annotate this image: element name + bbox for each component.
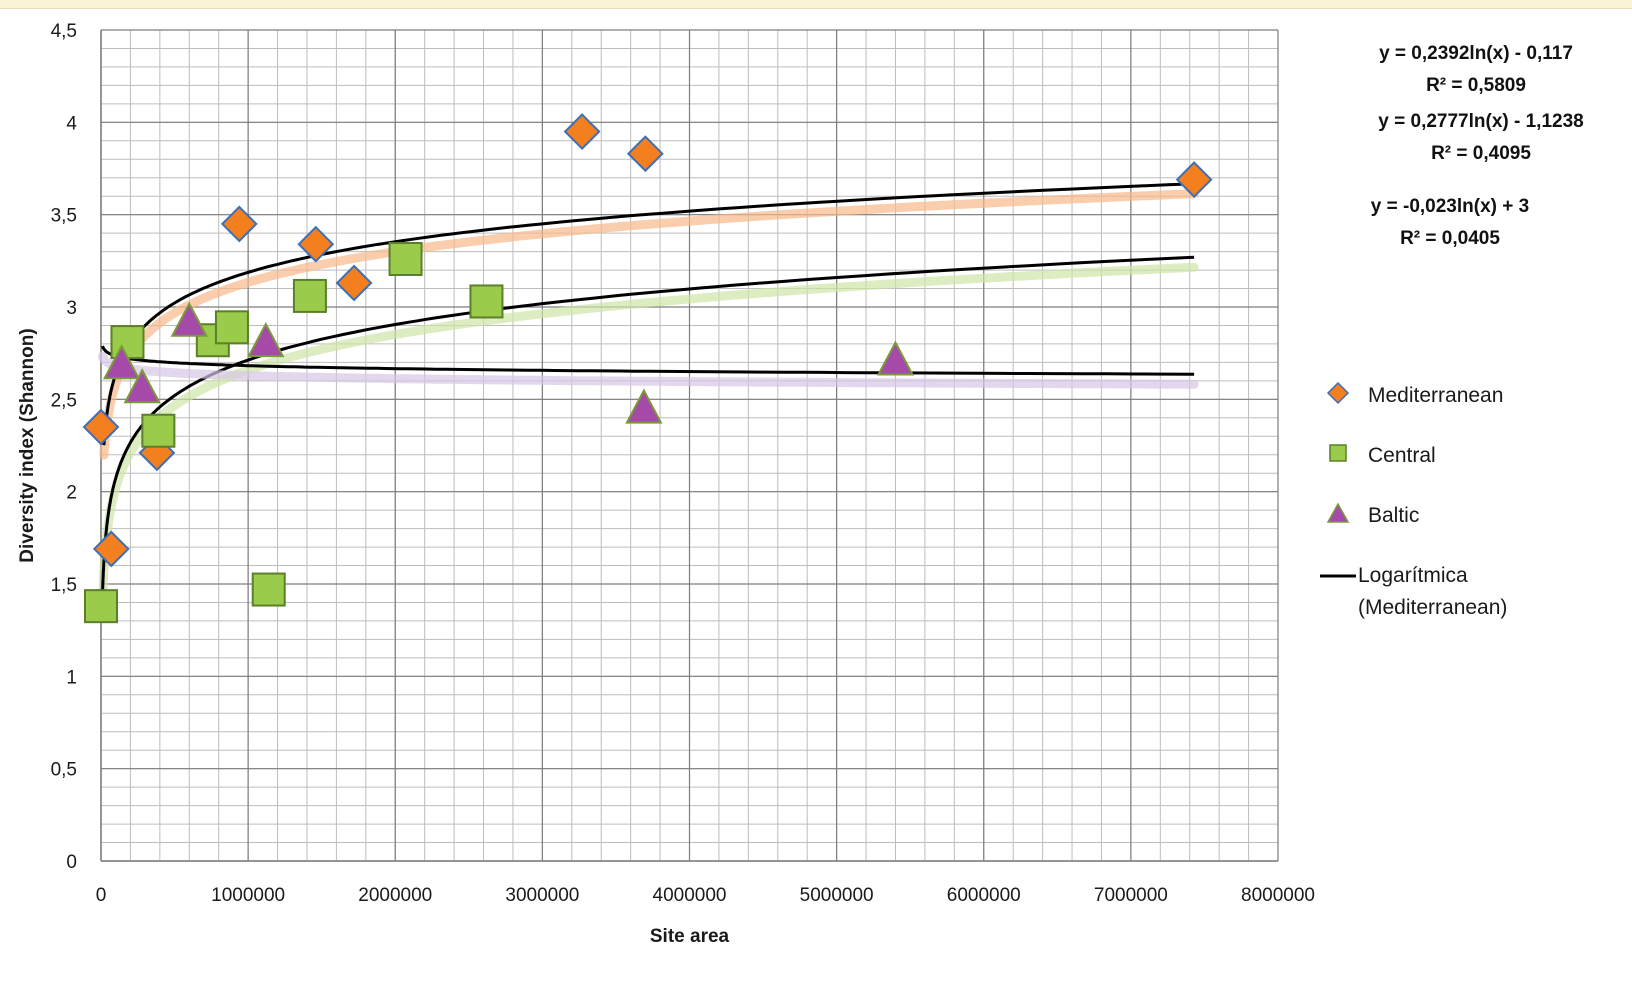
- x-tick-label: 0: [96, 885, 107, 906]
- trend-r2-text: R² = 0,4095: [1431, 143, 1531, 164]
- baltic-point: [625, 388, 663, 424]
- point-layer: [82, 113, 1213, 624]
- y-tick-label: 1,5: [51, 575, 77, 596]
- trend-equation-text: y = -0,023ln(x) + 3: [1370, 196, 1530, 217]
- y-tick-label: 4: [66, 113, 77, 134]
- legend-item-baltic: Baltic: [1318, 500, 1419, 532]
- trend-equation-central: y = 0,2777ln(x) - 1,1238 R² = 0,4095: [1356, 106, 1606, 170]
- x-tick-label: 2000000: [358, 885, 432, 906]
- x-tick-label: 6000000: [947, 885, 1021, 906]
- baltic-point: [102, 344, 141, 380]
- grid-layer: [100, 29, 1279, 862]
- trend-shadow-mediterranean: [99, 189, 1199, 460]
- trend-equation-text: y = 0,2777ln(x) - 1,1238: [1378, 111, 1584, 132]
- central-point: [110, 325, 145, 360]
- square-marker-icon: [1318, 440, 1358, 466]
- trend-equation-text: y = 0,2392ln(x) - 0,117: [1379, 43, 1573, 64]
- y-tick-label: 3,5: [51, 206, 77, 227]
- y-tick-label: 0: [66, 852, 77, 873]
- baltic-point: [123, 368, 161, 404]
- x-tick-label: 5000000: [800, 885, 874, 906]
- legend-item-log-trend: Logarítmica (Mediterranean): [1318, 560, 1507, 624]
- mediterranean-point: [335, 264, 373, 302]
- mediterranean-point: [626, 135, 664, 173]
- trend-equation-baltic: y = -0,023ln(x) + 3 R² = 0,0405: [1350, 191, 1550, 255]
- mediterranean-point: [82, 408, 120, 446]
- y-tick-label: 4,5: [51, 21, 77, 42]
- legend-label: Baltic: [1368, 504, 1420, 527]
- x-tick-label: 3000000: [505, 885, 579, 906]
- top-frame-strip: [0, 0, 1632, 9]
- central-point: [469, 284, 504, 319]
- y-tick-label: 2: [66, 483, 77, 504]
- legend-label: Logarítmica (Mediterranean): [1358, 560, 1507, 624]
- central-point: [214, 310, 249, 345]
- legend-item-central: Central: [1318, 440, 1436, 472]
- y-tick-label: 2,5: [51, 390, 77, 411]
- trendline-baltic: [101, 345, 1195, 376]
- y-tick-label: 0,5: [51, 760, 77, 781]
- legend-label: Central: [1368, 444, 1436, 467]
- mediterranean-point: [220, 205, 258, 243]
- x-tick-label: 7000000: [1094, 885, 1168, 906]
- central-point: [84, 589, 118, 624]
- line-marker-icon: [1318, 560, 1358, 592]
- trendline-mediterranean: [102, 182, 1195, 446]
- legend-item-mediterranean: Mediterranean: [1318, 380, 1503, 412]
- y-tick-label: 3: [66, 298, 77, 319]
- baltic-point: [170, 301, 208, 337]
- central-point: [292, 278, 327, 313]
- x-tick-label: 8000000: [1241, 885, 1315, 906]
- central-point: [141, 413, 176, 448]
- mediterranean-point: [92, 530, 130, 568]
- legend-label-line1: Logarítmica: [1358, 564, 1468, 587]
- central-point: [251, 572, 286, 607]
- diamond-marker-icon: [1318, 380, 1358, 406]
- triangle-marker-icon: [1318, 500, 1358, 526]
- central-point: [388, 241, 423, 276]
- baltic-point: [876, 340, 915, 376]
- trend-r2-text: R² = 0,5809: [1426, 75, 1526, 96]
- mediterranean-point: [1175, 161, 1213, 198]
- baltic-point: [247, 321, 285, 358]
- y-axis-title: Diversity index (Shannon): [17, 328, 38, 562]
- mediterranean-point: [563, 113, 601, 150]
- trend-r2-text: R² = 0,0405: [1400, 228, 1500, 249]
- trend-equation-mediterranean: y = 0,2392ln(x) - 0,117 R² = 0,5809: [1356, 38, 1596, 102]
- axis-layer: 0 1000000 2000000 3000000 4000000 5000000 6000…: [51, 21, 1315, 906]
- mediterranean-point: [297, 225, 335, 263]
- x-axis-title: Site area: [650, 926, 730, 947]
- legend-label: Mediterranean: [1368, 384, 1504, 407]
- y-tick-label: 1: [66, 667, 77, 688]
- legend-label-line2: (Mediterranean): [1358, 596, 1508, 619]
- x-tick-label: 4000000: [653, 885, 727, 906]
- x-tick-label: 1000000: [211, 885, 285, 906]
